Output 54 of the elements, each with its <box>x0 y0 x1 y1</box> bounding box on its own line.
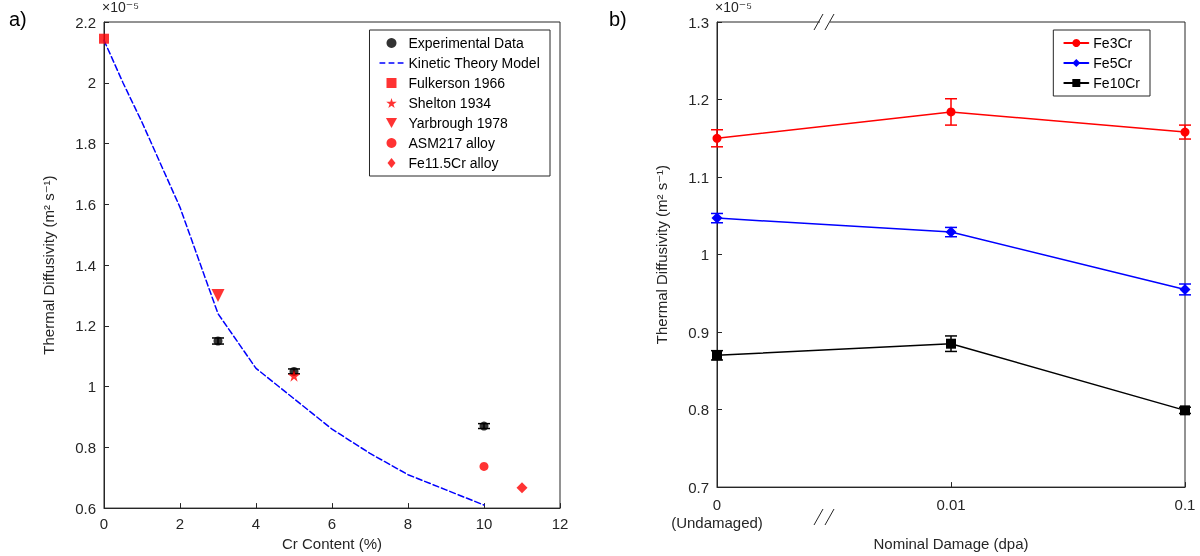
point <box>712 350 722 361</box>
y-tick-label: 1 <box>87 378 96 396</box>
point <box>99 33 109 44</box>
legend-label: Fe5Cr <box>1093 55 1133 71</box>
y-tick-label: 2.2 <box>75 13 96 31</box>
legend-label: Fe3Cr <box>1093 35 1133 51</box>
x-tick-label: 6 <box>327 515 337 533</box>
point <box>711 212 723 224</box>
y-tick-label: 0.8 <box>75 438 96 456</box>
chart-title: b) <box>609 8 627 30</box>
y-axis-title: Thermal Diffusivity (m² s⁻¹) <box>653 164 670 345</box>
x-tick-label: 0 (Undamaged) <box>671 495 763 531</box>
y-tick-label: 1.1 <box>688 168 709 186</box>
point <box>288 369 300 382</box>
legend-label: Shelton 1934 <box>408 95 492 111</box>
x-tick-label: 8 <box>403 515 413 533</box>
point <box>946 107 956 117</box>
x-tick-label: 2 <box>175 515 185 533</box>
y-tick-label: 0.6 <box>75 499 96 517</box>
x-tick-label: 0.1 <box>1174 495 1196 513</box>
y-tick-label: 0.7 <box>688 478 709 496</box>
legend-label: Fulkerson 1966 <box>408 75 506 91</box>
text: ×10⁻⁵ <box>715 0 752 15</box>
x-tick-label: 10 <box>475 515 493 533</box>
y-tick-label: 1.2 <box>75 317 96 335</box>
x-tick-label: 0.01 <box>936 495 966 513</box>
y-tick-label: 1 <box>700 246 709 264</box>
legend-label: Kinetic Theory Model <box>408 55 540 71</box>
legend-label: Fe11.5Cr alloy <box>408 155 499 171</box>
x-tick-label: 4 <box>251 515 261 533</box>
y-tick-label: 1.8 <box>75 135 96 153</box>
text: ×10⁻⁵ <box>102 0 139 15</box>
point <box>516 482 528 494</box>
legend-label: Yarbrough 1978 <box>408 115 509 131</box>
point <box>946 338 956 349</box>
y-axis-title: Thermal Diffusivity (m² s⁻¹) <box>40 175 57 355</box>
chart-title: a) <box>9 8 27 30</box>
y-tick-label: 2 <box>87 74 96 92</box>
legend-label: Fe10Cr <box>1093 75 1141 91</box>
x-axis-title: Cr Content (%) <box>281 535 383 552</box>
y-tick-label: 0.8 <box>688 401 709 419</box>
x-axis-title: Nominal Damage (dpa) <box>873 535 1029 552</box>
point <box>479 461 489 471</box>
y-tick-label: 0.9 <box>688 323 709 341</box>
y-tick-label: 1.2 <box>688 91 709 109</box>
legend-label: Experimental Data <box>408 35 524 51</box>
legend-label: ASM217 alloy <box>408 135 495 151</box>
y-tick-label: 1.6 <box>75 195 96 213</box>
y-tick-label: 1.4 <box>75 256 96 274</box>
point <box>712 133 722 143</box>
point <box>211 288 225 302</box>
x-tick-label: 12 <box>551 515 569 533</box>
x-tick-label: 0 <box>99 515 109 533</box>
y-tick-label: 1.3 <box>688 13 709 31</box>
